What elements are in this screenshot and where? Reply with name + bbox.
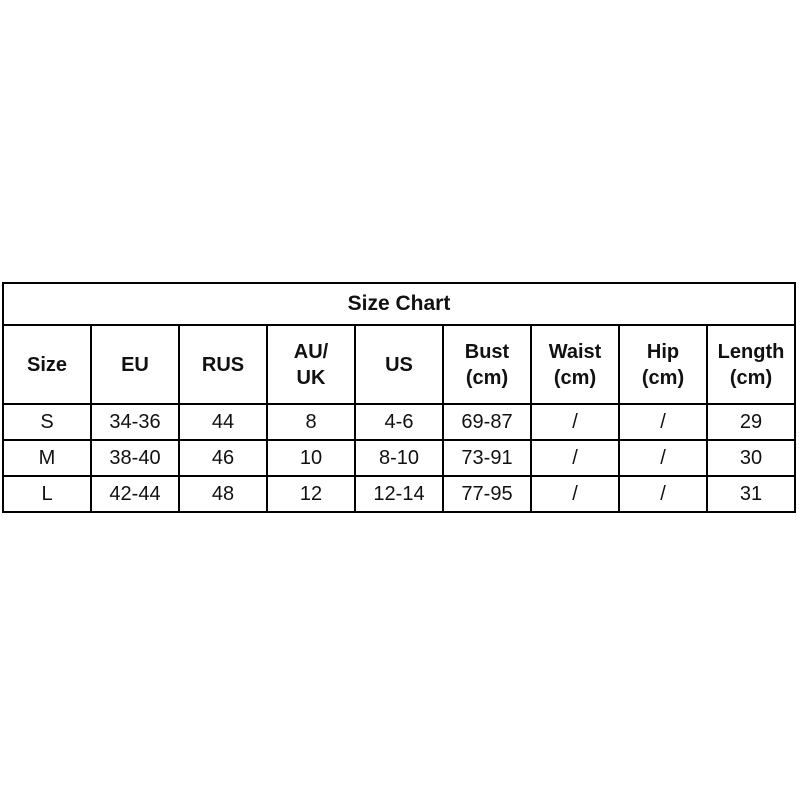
header-row: Size EU RUS AU/ UK US Bust (cm) Waist (c…	[2, 324, 796, 405]
cell-us: 12-14	[354, 475, 444, 513]
cell-eu: 34-36	[90, 403, 180, 441]
cell-rus: 48	[178, 475, 268, 513]
column-header-bust-cm: Bust (cm)	[442, 324, 532, 405]
cell-eu: 38-40	[90, 439, 180, 477]
cell-rus: 44	[178, 403, 268, 441]
cell-waist: /	[530, 403, 620, 441]
column-header-rus: RUS	[178, 324, 268, 405]
cell-bust: 69-87	[442, 403, 532, 441]
column-header-size: Size	[2, 324, 92, 405]
cell-eu: 42-44	[90, 475, 180, 513]
cell-length: 31	[706, 475, 796, 513]
cell-size: S	[2, 403, 92, 441]
cell-au-uk: 10	[266, 439, 356, 477]
cell-au-uk: 12	[266, 475, 356, 513]
cell-length: 30	[706, 439, 796, 477]
cell-us: 4-6	[354, 403, 444, 441]
column-header-length-cm: Length (cm)	[706, 324, 796, 405]
cell-length: 29	[706, 403, 796, 441]
table-row-l: L 42-44 48 12 12-14 77-95 / / 31	[2, 475, 796, 513]
column-header-hip-cm: Hip (cm)	[618, 324, 708, 405]
size-chart-table: Size Chart Size EU RUS AU/ UK US Bust (c…	[2, 282, 796, 513]
column-header-waist-cm: Waist (cm)	[530, 324, 620, 405]
cell-hip: /	[618, 475, 708, 513]
cell-rus: 46	[178, 439, 268, 477]
table-title: Size Chart	[2, 282, 796, 326]
title-row: Size Chart	[2, 282, 796, 326]
cell-bust: 77-95	[442, 475, 532, 513]
cell-bust: 73-91	[442, 439, 532, 477]
cell-hip: /	[618, 403, 708, 441]
cell-au-uk: 8	[266, 403, 356, 441]
column-header-au-uk: AU/ UK	[266, 324, 356, 405]
cell-size: M	[2, 439, 92, 477]
cell-waist: /	[530, 439, 620, 477]
cell-hip: /	[618, 439, 708, 477]
column-header-eu: EU	[90, 324, 180, 405]
column-header-us: US	[354, 324, 444, 405]
table-row-s: S 34-36 44 8 4-6 69-87 / / 29	[2, 403, 796, 441]
table-row-m: M 38-40 46 10 8-10 73-91 / / 30	[2, 439, 796, 477]
cell-size: L	[2, 475, 92, 513]
cell-us: 8-10	[354, 439, 444, 477]
cell-waist: /	[530, 475, 620, 513]
